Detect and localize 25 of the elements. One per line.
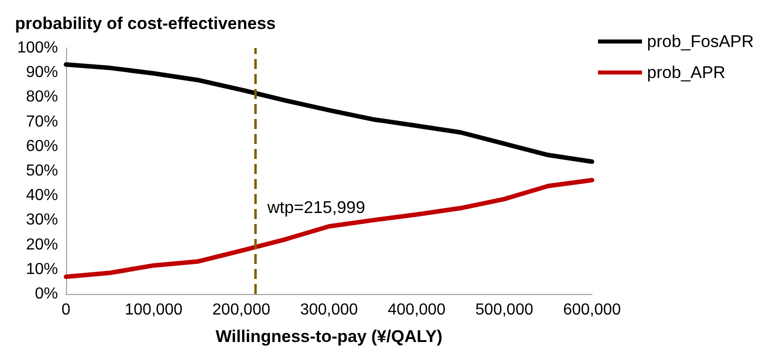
y-tick-label: 20%: [26, 236, 58, 254]
line-series: [64, 178, 594, 280]
y-tick-label: 100%: [17, 40, 58, 56]
line-series: [64, 62, 594, 164]
y-tick-label: 80%: [26, 88, 58, 106]
x-tick-label: 0: [62, 302, 71, 318]
y-tick-label: 0%: [34, 286, 58, 302]
y-tick-label: 90%: [26, 64, 58, 82]
y-tick-label: 40%: [26, 187, 58, 204]
legend-label: prob_FosAPR: [647, 32, 754, 51]
y-tick-label: 30%: [26, 212, 58, 229]
x-axis-title: Willingness-to-pay (¥/QALY): [216, 327, 442, 346]
legend-label: prob_APR: [647, 63, 726, 82]
y-tick-label: 50%: [26, 162, 58, 180]
x-tick-label: 400,000: [388, 302, 446, 318]
chart-title: probability of cost-effectiveness: [15, 14, 276, 33]
y-tick-label: 60%: [26, 138, 58, 155]
x-tick-label: 100,000: [124, 302, 183, 318]
y-tick-label: 70%: [26, 113, 58, 130]
x-tick-label: 500,000: [475, 302, 534, 318]
x-tick-label: 200,000: [212, 302, 270, 318]
ref-line-label: wtp=215,999: [266, 198, 366, 217]
y-tick-label: 10%: [26, 260, 58, 278]
x-tick-label: 600,000: [563, 302, 622, 318]
x-tick-label: 300,000: [300, 302, 358, 318]
